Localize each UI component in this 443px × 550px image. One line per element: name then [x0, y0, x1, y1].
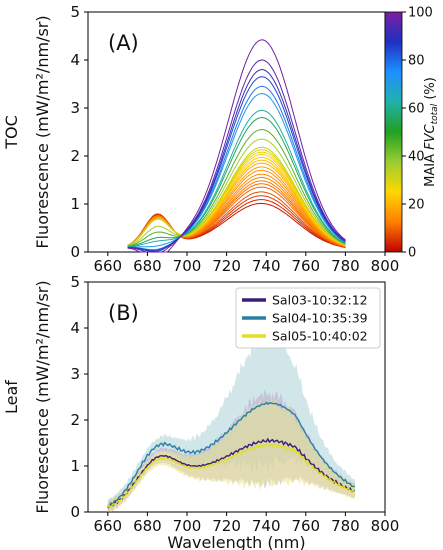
toc-curves — [127, 39, 346, 253]
colorbar-label-var: FVC — [423, 123, 438, 149]
legend-box — [235, 287, 381, 349]
panel-label-a: (A) — [108, 31, 139, 55]
row-label-leaf: Leaf — [2, 380, 21, 414]
toc-curve — [127, 39, 346, 253]
x-ticks-a: 660 680 700 720 740 760 780 800 — [93, 252, 399, 275]
colorbar-tick-label: 80 — [408, 54, 425, 69]
leaf-bands — [107, 327, 355, 512]
y-ticks-a: 0 1 2 3 4 5 — [70, 3, 88, 261]
colorbar-tick-label: 100 — [408, 6, 433, 21]
colorbar-tick-label: 0 — [408, 246, 416, 261]
y-tick-label: 5 — [70, 273, 80, 291]
toc-curve — [127, 85, 346, 251]
x-tick-label: 680 — [133, 517, 162, 535]
y-tick-label: 3 — [70, 365, 80, 383]
x-tick-label: 780 — [331, 517, 360, 535]
x-axis-label: Wavelength (nm) — [167, 533, 305, 550]
leaf-line — [107, 442, 356, 509]
x-tick-label: 800 — [371, 517, 400, 535]
x-ticks-b: 660 680 700 720 740 760 780 800 — [93, 512, 399, 535]
leaf-band — [107, 327, 355, 512]
x-tick-label: 740 — [252, 517, 281, 535]
y-tick-label: 3 — [70, 99, 80, 117]
legend-entry: Sal03-10:32:12 — [272, 293, 368, 308]
y-tick-label: 4 — [70, 319, 80, 337]
y-tick-label: 0 — [70, 243, 80, 261]
toc-curve — [127, 128, 346, 247]
x-tick-label: 760 — [291, 517, 320, 535]
y-axis-label-a: Fluorescence (mW/m²/nm/sr) — [33, 15, 52, 248]
colorbar-label-sub: total — [430, 103, 440, 124]
toc-curve — [127, 138, 346, 247]
y-tick-label: 2 — [70, 147, 80, 165]
leaf-line — [107, 401, 355, 507]
legend-entry: Sal05-10:40:02 — [272, 329, 368, 344]
x-tick-label: 740 — [252, 257, 281, 275]
x-tick-label: 760 — [291, 257, 320, 275]
y-axis-label-b: Fluorescence (mW/m²/nm/sr) — [33, 280, 52, 513]
panel-label-b: (B) — [108, 301, 139, 325]
x-tick-label: 720 — [212, 517, 241, 535]
x-tick-label: 700 — [173, 257, 202, 275]
colorbar-tick-label: 20 — [408, 198, 425, 213]
y-tick-label: 1 — [70, 195, 80, 213]
y-tick-label: 0 — [70, 503, 80, 521]
x-tick-label: 680 — [133, 257, 162, 275]
colorbar-gradient — [384, 11, 403, 253]
toc-curve — [127, 109, 346, 248]
toc-curve — [127, 116, 346, 248]
colorbar-label: MAIA FVCtotal (%) — [423, 77, 440, 187]
toc-curve — [127, 166, 346, 247]
x-tick-label: 800 — [371, 257, 400, 275]
colorbar-ticks: 0 20 40 60 80 100 — [402, 6, 433, 261]
y-tick-label: 2 — [70, 411, 80, 429]
legend-entry: Sal04-10:35:39 — [272, 311, 368, 326]
x-tick-label: 660 — [93, 517, 122, 535]
plot-area-b — [87, 281, 386, 513]
toc-curve — [127, 59, 346, 253]
leaf-band — [107, 396, 355, 512]
toc-curve — [127, 68, 346, 252]
row-label-toc: TOC — [2, 115, 21, 150]
panel-b: 660 680 700 720 740 760 780 800 0 1 2 3 4 5 (B) Leaf… — [2, 273, 399, 550]
y-tick-label: 5 — [70, 3, 80, 21]
colorbar: 0 20 40 60 80 100 MAIA FVCtotal (%) — [384, 6, 440, 261]
toc-curve — [127, 92, 346, 248]
y-tick-label: 1 — [70, 457, 80, 475]
leaf-line — [107, 437, 356, 509]
y-ticks-b: 0 1 2 3 4 5 — [70, 273, 88, 521]
x-tick-label: 700 — [173, 517, 202, 535]
toc-curve — [127, 146, 346, 247]
x-tick-label: 660 — [93, 257, 122, 275]
legend: Sal03-10:32:12 Sal04-10:35:39 Sal05-10:40:… — [235, 287, 381, 349]
colorbar-tick-label: 60 — [408, 102, 425, 117]
colorbar-tick-label: 40 — [408, 150, 425, 165]
y-tick-label: 4 — [70, 51, 80, 69]
toc-curve — [127, 76, 346, 252]
x-tick-label: 780 — [331, 257, 360, 275]
x-tick-label: 720 — [212, 257, 241, 275]
leaf-lines — [107, 401, 356, 509]
colorbar-label-prefix: MAIA — [423, 150, 438, 187]
colorbar-label-suffix: (%) — [423, 77, 438, 104]
